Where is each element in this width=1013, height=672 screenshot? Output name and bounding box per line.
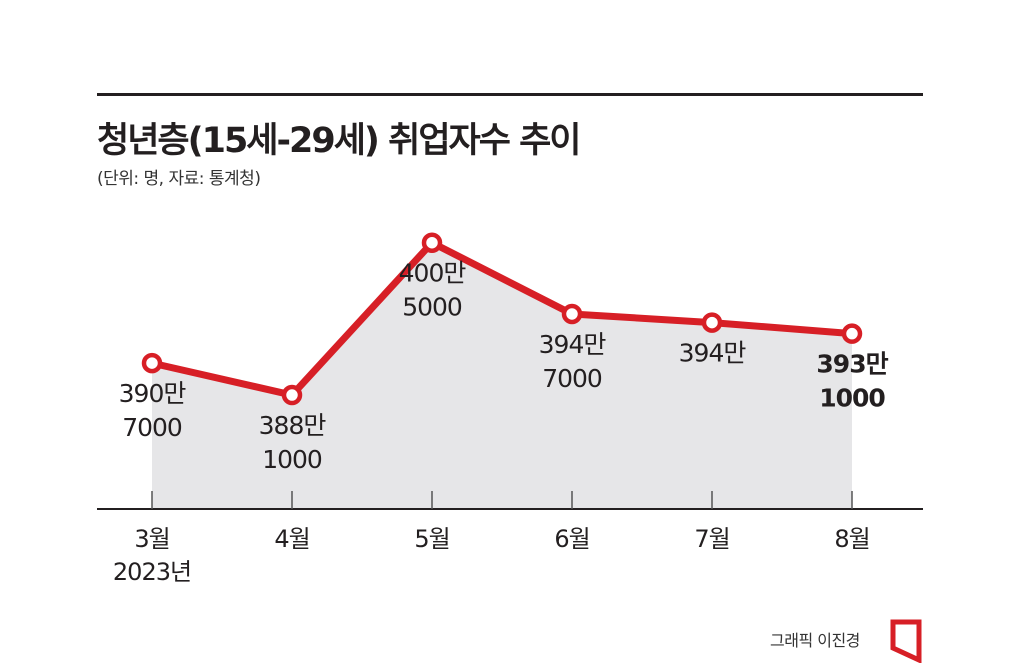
- x-tick-label: 3월: [134, 525, 169, 553]
- data-label: 1000: [262, 445, 322, 474]
- data-label: 393만: [816, 350, 888, 379]
- data-label: 390만: [119, 379, 187, 408]
- data-label: 7000: [542, 364, 602, 393]
- data-point: [281, 384, 303, 406]
- x-tick-label: 4월: [274, 525, 309, 553]
- chart-title: 청년층(15세-29세) 취업자수 추이: [97, 121, 582, 161]
- logo-icon: [890, 619, 922, 663]
- data-label: 1000: [819, 384, 885, 413]
- x-tick-label: 6월: [554, 525, 589, 553]
- data-label: 7000: [122, 413, 182, 442]
- x-tick-label: 8월: [834, 525, 869, 553]
- data-label: 394만: [539, 330, 607, 359]
- data-point: [561, 303, 583, 325]
- data-label: 5000: [402, 293, 462, 322]
- data-point: [141, 352, 163, 374]
- data-label: 388만: [259, 411, 327, 440]
- graphic-credit: 그래픽 이진경: [770, 631, 860, 650]
- data-label: 400만: [399, 259, 467, 288]
- data-point: [841, 323, 863, 344]
- x-tick-label: 7월: [694, 525, 729, 553]
- data-label: 394만: [679, 339, 747, 368]
- top-rule: [97, 93, 923, 96]
- x-tick-label: 5월: [414, 525, 449, 553]
- data-point: [701, 312, 723, 333]
- data-point: [421, 232, 443, 253]
- x-year-label: 2023년: [113, 558, 191, 586]
- chart-subtitle: (단위: 명, 자료: 통계청): [97, 169, 261, 189]
- series-line: [148, 239, 856, 399]
- area-fill: [152, 242, 852, 509]
